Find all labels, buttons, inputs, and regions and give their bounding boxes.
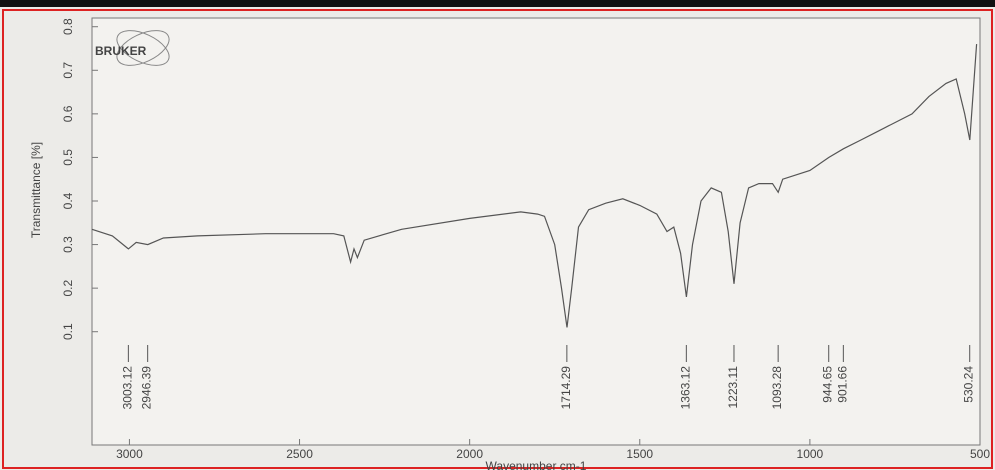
y-tick-label: 0.4 [61, 192, 75, 209]
x-tick-label: 2000 [456, 447, 483, 461]
plot-area [91, 17, 981, 446]
peak-label: 1223.11 [726, 366, 740, 409]
spectrum-line [91, 44, 978, 328]
frame [2, 9, 993, 469]
x-tick-label: 1500 [626, 447, 653, 461]
peak-label: 1714.29 [559, 366, 573, 410]
y-tick-label: 0.5 [61, 149, 75, 166]
peak-label: 1363.12 [678, 366, 692, 410]
peak-label: 944.65 [821, 366, 835, 403]
x-tick-label: 2500 [286, 447, 313, 461]
y-tick-label: 0.2 [61, 279, 75, 296]
peak-label: 530.24 [962, 366, 976, 403]
x-tick-label: 500 [970, 447, 990, 461]
peak-label: 3003.12 [120, 366, 134, 410]
y-axis-label: Transmittance [%] [29, 142, 43, 238]
x-tick-label: 1000 [797, 447, 824, 461]
y-tick-label: 0.7 [61, 62, 75, 79]
x-tick-label: 3000 [116, 447, 143, 461]
peak-label: 901.66 [835, 366, 849, 403]
logo-mark [116, 30, 170, 66]
y-tick-label: 0.3 [61, 236, 75, 253]
y-tick-label: 0.1 [61, 323, 75, 340]
y-tick-label: 0.8 [61, 18, 75, 35]
y-tick-label: 0.6 [61, 105, 75, 122]
peak-label: 2946.39 [140, 366, 154, 410]
top-bar [0, 0, 995, 7]
peak-label: 1093.28 [770, 366, 784, 410]
x-axis-label: Wavenumber cm-1 [486, 459, 587, 470]
logo: BRUKER [95, 44, 147, 58]
